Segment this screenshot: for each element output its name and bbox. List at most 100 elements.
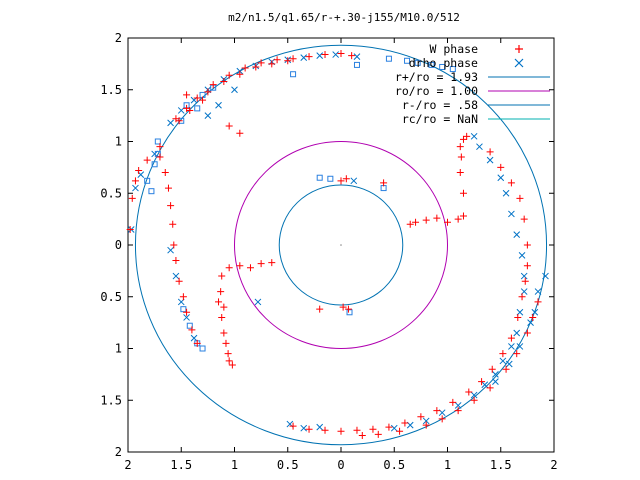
w-phase-point: [523, 262, 531, 270]
circle-r-ro: [278, 184, 404, 306]
w-phase-point: [401, 419, 409, 427]
w-phase-point: [131, 177, 139, 185]
reference-circles: [134, 44, 548, 446]
w-phase-point: [417, 413, 425, 421]
w-phase-point: [225, 264, 233, 272]
drho-phase-point: [167, 246, 174, 254]
y-tick-label: 0: [115, 238, 122, 252]
x-tick-label: 2: [124, 458, 131, 472]
drho-phase-point: [167, 119, 174, 127]
w-phase-point: [316, 305, 324, 313]
drho-phase-point: [481, 381, 489, 389]
w-phase-point: [337, 50, 345, 58]
w-phase-point: [454, 215, 462, 223]
drho-phase-point: [231, 86, 238, 94]
drho-phase-point: [513, 329, 521, 337]
w-phase-point: [516, 194, 524, 202]
drho-phase-point: [497, 174, 505, 182]
w-phase-point: [456, 143, 464, 151]
w-phase-point: [128, 194, 136, 202]
w-phase-point: [273, 56, 281, 64]
w-phase-point: [507, 179, 515, 187]
drho-phase-point: [534, 288, 542, 295]
w-phase-point: [369, 425, 377, 433]
drho-phase-point: [390, 424, 398, 432]
w-phase-point: [374, 430, 382, 438]
x-tick-label: 1: [444, 458, 451, 472]
w-phase-point: [344, 305, 352, 313]
drho-phase-point: [492, 378, 499, 385]
drho-phase-point: [316, 423, 324, 431]
w-phase-point: [465, 388, 473, 396]
x-tick-label: 0: [337, 458, 344, 472]
w-phase-point: [438, 415, 446, 423]
w-phase-point: [353, 426, 361, 434]
x-tick-label: 0.5: [383, 458, 405, 472]
w-phase-point: [534, 298, 542, 306]
drho-phase-point: [502, 189, 510, 197]
w-phase-point: [225, 357, 233, 365]
w-phase-point: [199, 96, 207, 104]
drho-phase-point: [470, 132, 478, 140]
square-point: [186, 322, 193, 329]
w-phase-point: [422, 421, 430, 429]
w-phase-point: [268, 259, 276, 267]
square-point: [449, 66, 456, 73]
w-phase-point: [305, 53, 313, 61]
w-phase-point: [321, 426, 329, 434]
x-tick-label: 1.5: [170, 458, 192, 472]
w-phase-point: [218, 272, 226, 280]
w-phase-point: [284, 57, 292, 65]
w-phase-point: [337, 177, 345, 185]
w-phase-point: [470, 396, 478, 404]
square-point: [290, 71, 297, 78]
x-axis: 2 1.5 1 0.5 0 0.5 1 1.5 2: [124, 38, 558, 472]
w-phase-point: [449, 398, 457, 406]
w-phase-point: [514, 313, 522, 321]
drho-phase-point: [190, 334, 198, 342]
w-phase-point: [321, 51, 329, 59]
w-phase-point: [246, 264, 254, 272]
w-phase-point: [521, 277, 529, 285]
y-tick-label: 1: [115, 342, 122, 356]
square-point: [346, 309, 353, 316]
w-phase-point: [220, 77, 228, 85]
w-phase-point: [156, 143, 164, 151]
drho-phase-point: [353, 53, 361, 60]
drho-phase-point: [516, 343, 524, 350]
w-phase-point: [454, 407, 462, 415]
w-phase-point: [348, 52, 356, 60]
drho-phase-point: [470, 391, 478, 399]
y-tick-label: 1: [115, 135, 122, 149]
w-phase-point: [499, 350, 507, 358]
drho-phase-point: [520, 272, 528, 280]
drho-phase-point: [508, 210, 515, 218]
legend-label: r+/ro = 1.93: [395, 70, 478, 84]
w-phase-point: [135, 166, 143, 174]
y-tick-label: 2: [115, 445, 122, 459]
w-phase-point: [523, 241, 531, 249]
drho-phase-point: [132, 184, 139, 192]
square-point: [439, 63, 446, 70]
drho-phase-point: [215, 101, 222, 109]
w-phase-point: [175, 277, 183, 285]
w-phase-point: [380, 179, 388, 187]
x-tick-label: 1.5: [490, 458, 512, 472]
w-phase-point: [167, 202, 175, 210]
square-point: [144, 177, 151, 184]
w-phase-point: [513, 350, 521, 358]
drho-phase-point: [300, 54, 308, 62]
w-phase-point: [218, 313, 226, 321]
w-phase-point: [459, 189, 467, 197]
w-phase-point: [156, 153, 164, 161]
w-phase-point: [523, 329, 531, 337]
y-axis: 2 1.5 1 0.5 0 0.5 1 1.5 2: [100, 31, 554, 459]
square-point: [180, 306, 187, 313]
legend-marker: [515, 45, 523, 53]
square-point: [199, 345, 206, 352]
drho-phase-point: [350, 177, 358, 185]
w-phase-point: [486, 384, 494, 392]
w-phase-point: [183, 308, 191, 316]
square-point: [404, 57, 411, 64]
